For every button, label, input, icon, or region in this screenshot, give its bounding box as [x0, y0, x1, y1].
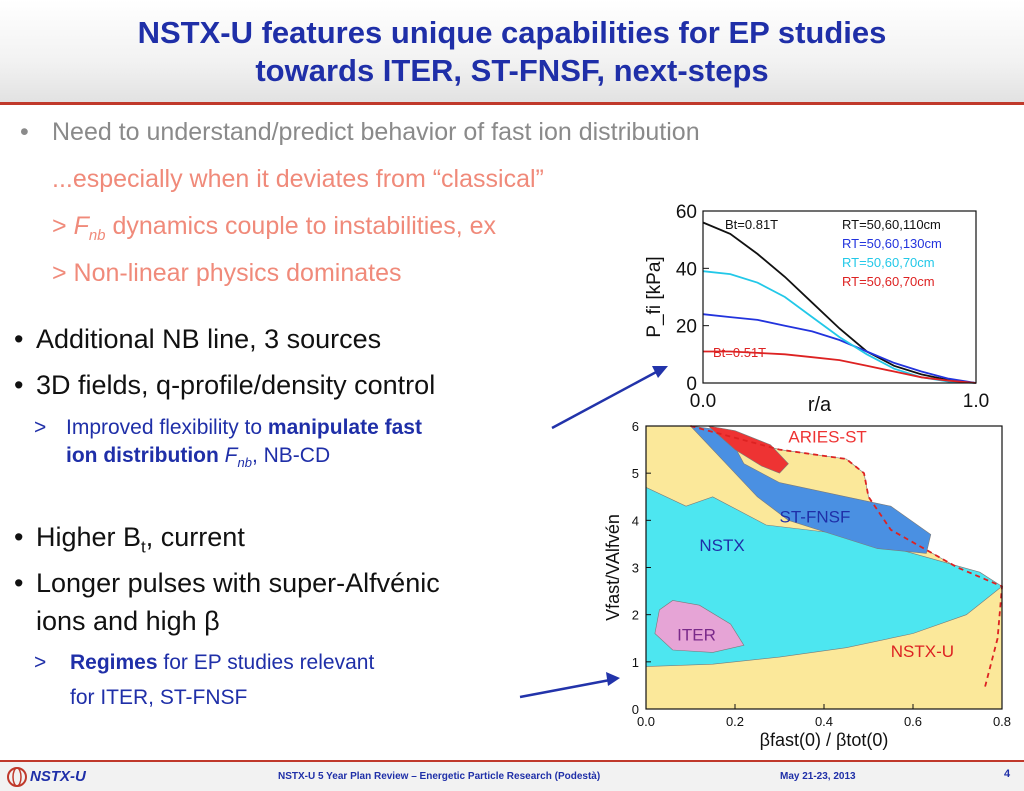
higher-b-text: Higher B [36, 522, 142, 552]
y-tick-label: 20 [676, 317, 697, 338]
x-tick-label: 0.2 [726, 714, 744, 729]
footer-bar [0, 762, 1024, 791]
bullet-nb-line: Additional NB line, 3 sources [36, 324, 382, 354]
x-axis-label: βfast(0) / βtot(0) [760, 730, 889, 750]
bullet-marker: • [14, 568, 24, 598]
y-tick-label: 3 [632, 561, 639, 576]
region-label-aries-st: ARIES-ST [788, 428, 866, 447]
y-tick-label: 5 [632, 466, 639, 481]
series-line-4 [703, 350, 977, 384]
x-tick-label: 0.0 [690, 391, 716, 412]
fnb-subscript: nb [237, 455, 252, 471]
sub-bullet-prefix: > [52, 212, 67, 240]
x-tick-label: 0.6 [904, 714, 922, 729]
legend-entry-2: RT=50,60,130cm [842, 236, 942, 251]
x-axis-label: r/a [808, 394, 832, 416]
region-iter [654, 600, 745, 653]
y-tick-label: 4 [632, 513, 639, 528]
bullet-3d-fields: 3D fields, q-profile/density control [36, 370, 436, 400]
region-st-fnsf [689, 425, 932, 554]
sub-bullet-regimes: Regimes for EP studies relevant [70, 651, 374, 675]
sub-bullet-flexibility: Improved flexibility to manipulate fast [66, 416, 422, 440]
region-aries-st [707, 425, 789, 474]
annotation-bt-low: Bt=0.51T [713, 345, 766, 360]
legend-entry-4: RT=50,60,70cm [842, 274, 935, 289]
y-tick-label: 40 [676, 259, 697, 280]
slide-title-line1: NSTX-U features unique capabilities for … [137, 15, 887, 50]
legend-entry-1: RT=50,60,110cm [842, 217, 941, 232]
fnb-subscript: nb [88, 227, 106, 244]
sub-bullet-prefix: > [34, 651, 47, 674]
fnb-symbol: F [73, 212, 89, 240]
plot-frame [702, 210, 977, 384]
y-tick-label: 1 [632, 655, 639, 670]
bullet-longer-pulses-line2: ions and high β [36, 606, 220, 636]
region-nstx [645, 486, 1003, 667]
annotation-bt-high: Bt=0.81T [725, 217, 778, 232]
y-axis-label: Vfast/VAlfvén [603, 514, 623, 621]
pressure-profile-chart: 0 20 40 60 0.0 1.0 r/a P_fi [kPa] RT=50,60,110cm… [630, 198, 1024, 420]
y-tick-label: 2 [632, 608, 639, 623]
regime-map-chart: ARIES-ST ST-FNSF NSTX ITER NSTX-U 0 1 2 3 4 5 6 0.0 0… [597, 418, 1024, 760]
footer-divider [0, 760, 1024, 762]
sub-bullet-flexibility-line2: ion distribution Fnb, NB-CD [66, 444, 330, 470]
y-tick-label: 0 [632, 702, 639, 717]
ion-distribution-text: ion distribution [66, 444, 219, 467]
sub-bullet-dynamics-text: dynamics couple to instabilities, ex [112, 212, 497, 240]
y-tick-label: 60 [676, 202, 697, 223]
footer-logo-text: NSTX-U [30, 768, 86, 785]
bullet-marker: • [14, 370, 24, 400]
x-tick-label: 0.0 [637, 714, 655, 729]
sub-bullet-dynamics: > Fnb dynamics couple to instabilities, … [52, 212, 496, 244]
nstx-u-boundary [690, 425, 1003, 691]
series-line-2 [702, 313, 977, 384]
bullet-higher-bt: Higher Bt, current [36, 522, 245, 557]
current-text: , current [145, 522, 245, 552]
manipulate-fast-text: manipulate fast [267, 416, 422, 439]
y-tick-label: 0 [686, 374, 697, 395]
bullet-fast-ion-understanding: Need to understand/predict behavior of f… [52, 118, 700, 146]
region-label-st-fnsf: ST-FNSF [780, 508, 851, 527]
fnb-symbol: F [224, 444, 238, 467]
sub-bullet-nonlinear: > Non-linear physics dominates [52, 259, 402, 287]
bullet-longer-pulses: Longer pulses with super-Alfvénic [36, 568, 440, 598]
series-line-1 [702, 221, 977, 384]
bullet-marker: • [20, 118, 29, 146]
bullet-marker: • [14, 522, 24, 552]
nstx-logo-icon [7, 767, 27, 787]
footer-date: May 21-23, 2013 [780, 771, 856, 782]
title-divider [0, 102, 1024, 105]
region-label-nstx-u: NSTX-U [891, 642, 954, 661]
y-tick-label: 6 [632, 419, 639, 434]
regimes-text: Regimes [70, 651, 158, 674]
region-label-nstx: NSTX [699, 536, 744, 555]
sub-bullet-classical: ...especially when it deviates from “cla… [52, 165, 544, 193]
y-axis-label: P_fi [kPa] [644, 256, 665, 337]
region-label-iter: ITER [677, 626, 716, 645]
title-bar [0, 0, 1024, 102]
sub-bullet-prefix: > [34, 416, 47, 439]
slide-title-line2: towards ITER, ST-FNSF, next-steps [255, 53, 769, 88]
bt-subscript: t [141, 537, 146, 557]
flexibility-text: Improved flexibility to [66, 416, 268, 439]
legend-entry-3: RT=50,60,70cm [842, 255, 935, 270]
nbcd-text: , NB-CD [251, 444, 331, 467]
x-tick-label: 0.4 [815, 714, 833, 729]
regimes-rest-text: for EP studies relevant [157, 651, 375, 674]
sub-bullet-regimes-line2: for ITER, ST-FNSF [70, 686, 248, 709]
x-tick-label: 1.0 [963, 391, 989, 412]
page-number: 4 [1004, 768, 1011, 780]
x-tick-label: 0.8 [993, 714, 1011, 729]
bullet-marker: • [14, 324, 24, 354]
footer-presentation-title: NSTX-U 5 Year Plan Review – Energetic Pa… [278, 771, 601, 782]
